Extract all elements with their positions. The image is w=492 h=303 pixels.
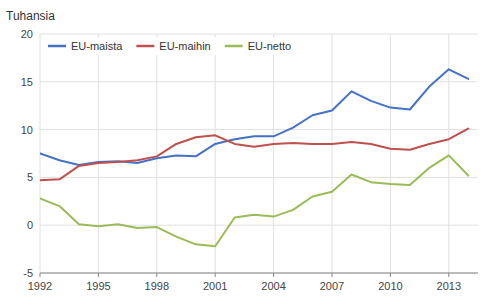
legend: EU-maista EU-maihin EU-netto <box>43 37 296 55</box>
x-tick <box>273 273 274 277</box>
x-tick-label: 1992 <box>28 280 52 292</box>
x-tick <box>40 273 41 277</box>
x-tick-label: 2013 <box>437 280 461 292</box>
x-tick-label: 2001 <box>203 280 227 292</box>
grid-line-y <box>40 34 478 35</box>
x-tick <box>215 273 216 277</box>
x-axis-line <box>40 273 478 274</box>
y-tick-label: 20 <box>21 28 33 40</box>
grid-line-y <box>40 81 478 82</box>
grid-line-x <box>332 34 333 273</box>
legend-item: EU-maista <box>48 40 123 52</box>
series-line <box>40 155 468 246</box>
x-tick <box>390 273 391 277</box>
legend-label: EU-netto <box>248 40 291 52</box>
legend-background <box>43 37 296 55</box>
legend-item: EU-maihin <box>136 40 210 52</box>
grid-line-x <box>156 34 157 273</box>
y-tick-label: -5 <box>23 267 33 279</box>
axes: 1992 1995 1998 2001 2004 2007 2010 2013 -5 0 5 10 15… <box>21 28 461 292</box>
background <box>0 0 492 303</box>
legend-swatch <box>225 45 243 48</box>
y-axis-label: Tuhansia <box>6 9 55 23</box>
x-tick-label: 2004 <box>261 280 285 292</box>
grid-line-y <box>40 129 478 130</box>
series-lines <box>40 69 468 246</box>
x-tick-label: 1998 <box>145 280 169 292</box>
x-tick-label: 1995 <box>86 280 110 292</box>
chart: 1992 1995 1998 2001 2004 2007 2010 2013 -5 0 5 10 15… <box>0 0 492 303</box>
x-tick <box>156 273 157 277</box>
grid-line-x <box>273 34 274 273</box>
grid-line-x <box>215 34 216 273</box>
x-tick-label: 2010 <box>378 280 402 292</box>
grid-line-y <box>40 273 478 274</box>
grid-line-y <box>40 177 478 178</box>
x-tick <box>448 273 449 277</box>
legend-swatch <box>136 45 154 48</box>
x-tick-label: 2007 <box>320 280 344 292</box>
y-tick-label: 0 <box>27 219 33 231</box>
x-tick <box>98 273 99 277</box>
series-line <box>40 129 468 181</box>
legend-label: EU-maista <box>71 40 123 52</box>
legend-label: EU-maihin <box>159 40 210 52</box>
legend-swatch <box>48 45 66 48</box>
series-line <box>40 69 468 165</box>
x-tick <box>332 273 333 277</box>
grid-line-x <box>390 34 391 273</box>
legend-item: EU-netto <box>225 40 291 52</box>
y-tick-label: 5 <box>27 171 33 183</box>
y-tick-label: 10 <box>21 124 33 136</box>
grid-line-x <box>98 34 99 273</box>
y-tick-label: 15 <box>21 76 33 88</box>
grid <box>40 34 478 273</box>
